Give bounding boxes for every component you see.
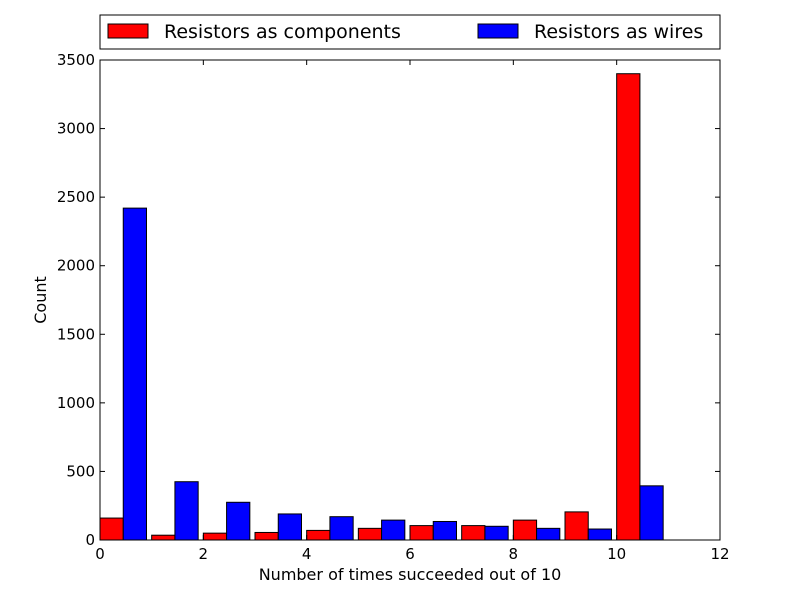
bar-series-0-x-0 <box>99 517 124 541</box>
bar-series-0-x-9 <box>564 511 589 541</box>
y-tick-label: 1500 <box>57 325 95 343</box>
bar-series-0-x-10 <box>616 73 641 541</box>
bar-series-1-x-0 <box>122 207 147 541</box>
bar-series-0-x-3 <box>254 531 279 541</box>
x-axis-title: Number of times succeeded out of 10 <box>259 565 562 584</box>
bar-series-0-x-8 <box>512 519 538 541</box>
bar-series-1-x-7 <box>484 525 509 541</box>
bar-series-1-x-10 <box>639 485 664 541</box>
y-axis-ticks: 0 500 1000 1500 2000 2500 3000 3500 <box>57 51 720 549</box>
bar-series-1-x-9 <box>587 528 612 541</box>
y-tick-label: 1000 <box>57 394 95 412</box>
y-tick-label: 500 <box>66 462 95 480</box>
bar-series-1-x-6 <box>432 520 457 541</box>
x-tick-label: 10 <box>607 545 626 563</box>
bar-series-1-x-4 <box>329 516 354 541</box>
x-tick-label: 2 <box>199 545 209 563</box>
bar-series-0-x-4 <box>306 529 331 541</box>
x-tick-label: 6 <box>405 545 415 563</box>
bar-series-0-x-1 <box>151 534 176 541</box>
bar-series-0-x-2 <box>202 532 228 541</box>
bar-series-0-x-7 <box>461 525 486 541</box>
plot-frame <box>99 59 721 541</box>
x-axis-ticks: 0 2 4 6 8 10 12 <box>95 60 730 563</box>
y-axis-title: Count <box>31 276 50 324</box>
bar-series-1-x-3 <box>277 513 302 541</box>
bars-group <box>99 73 664 541</box>
y-tick-label: 0 <box>85 531 95 549</box>
x-tick-label: 4 <box>302 545 312 563</box>
x-tick-label: 8 <box>509 545 519 563</box>
bar-series-1-x-5 <box>381 519 406 541</box>
y-tick-label: 2000 <box>57 257 95 275</box>
bar-series-1-x-1 <box>174 481 199 541</box>
legend-swatch-wires <box>477 23 519 39</box>
x-tick-label: 12 <box>710 545 729 563</box>
legend-swatch-components <box>107 23 149 39</box>
legend-frame <box>99 14 721 50</box>
legend-label-wires: Resistors as wires <box>534 21 703 43</box>
bar-series-0-x-5 <box>357 527 383 541</box>
legend: Resistors as components Resistors as wir… <box>99 14 721 50</box>
legend-label-components: Resistors as components <box>164 21 401 43</box>
y-tick-label: 3000 <box>57 120 95 138</box>
y-tick-label: 2500 <box>57 188 95 206</box>
bar-series-1-x-2 <box>226 501 251 541</box>
x-tick-label: 0 <box>95 545 105 563</box>
bar-series-0-x-6 <box>409 525 434 541</box>
bar-series-1-x-8 <box>536 527 561 541</box>
y-tick-label: 3500 <box>57 51 95 69</box>
